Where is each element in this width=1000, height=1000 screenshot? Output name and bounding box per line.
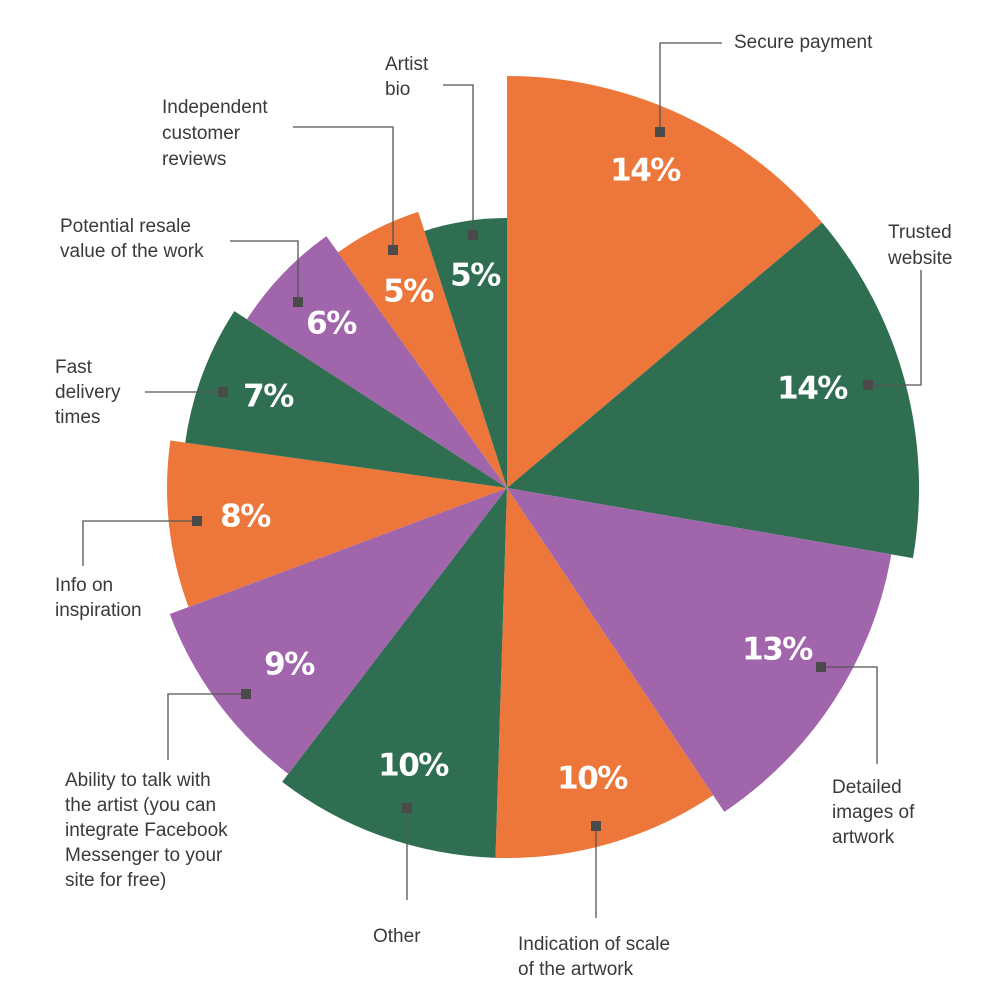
category-label: Other [373, 926, 421, 947]
pie-slice-4 [495, 488, 714, 858]
category-label: Info on inspiration [55, 575, 142, 621]
category-label: Ability to talk with the artist (you can i… [65, 770, 228, 891]
slice-value-label: 5% [450, 258, 501, 294]
callout-line [659, 42, 722, 132]
slice-value-label: 7% [243, 379, 294, 415]
pie-slice-9 [246, 236, 508, 488]
slice-value-label: 8% [220, 499, 271, 535]
slice-value-labels: 14% 14% 13% 10% 10% 9% 8% 7% 6% 5% 5% [220, 153, 850, 797]
callout-marker [655, 127, 665, 137]
callout-marker [293, 297, 303, 307]
category-label: Detailed images of artwork [832, 777, 915, 848]
callout-marker [468, 230, 478, 240]
pie-slice-11 [424, 218, 507, 488]
slice-value-label: 6% [306, 306, 357, 342]
callout-line [230, 240, 299, 302]
pie-slice-1 [507, 76, 823, 488]
callout-line [167, 693, 246, 760]
category-label: Secure payment [734, 32, 873, 53]
callout-line [293, 126, 394, 250]
callout-marker [388, 245, 398, 255]
callout-marker [591, 821, 601, 831]
category-label: Indication of scale of the artwork [518, 934, 670, 980]
callout-line [443, 84, 474, 235]
pie-slice-10 [338, 211, 507, 489]
pie-slice-6 [169, 488, 508, 774]
callout-line [821, 666, 878, 764]
callout-marker [192, 516, 202, 526]
callout-line [82, 520, 197, 566]
category-label: Artist bio [385, 54, 429, 100]
slice-value-label: 10% [378, 748, 449, 784]
callout-marker [218, 387, 228, 397]
callout-marker [241, 689, 251, 699]
slice-value-label: 10% [557, 761, 628, 797]
pie-slice-8 [185, 311, 507, 488]
pie-slices [167, 76, 920, 858]
category-label: Fast delivery times [55, 357, 121, 428]
slice-value-label: 5% [383, 274, 434, 310]
callout-marker [863, 380, 873, 390]
category-label: Trusted website [887, 222, 952, 269]
callout-marker [402, 803, 412, 813]
callout-marker [816, 662, 826, 672]
pie-slice-3 [507, 488, 892, 812]
slice-value-label: 9% [264, 647, 315, 683]
slice-value-label: 13% [742, 632, 813, 668]
callout-line [868, 270, 922, 386]
slice-value-label: 14% [610, 153, 681, 189]
pie-slice-7 [167, 440, 507, 608]
pie-slice-5 [282, 488, 507, 858]
slice-value-label: 14% [777, 371, 848, 407]
pie-slice-2 [507, 222, 920, 559]
category-label: Independent customer reviews [162, 97, 268, 170]
category-label: Potential resale value of the work [60, 216, 204, 262]
category-labels: Secure payment Trusted website Detailed imag… [55, 32, 952, 980]
callout-lines [82, 42, 922, 918]
